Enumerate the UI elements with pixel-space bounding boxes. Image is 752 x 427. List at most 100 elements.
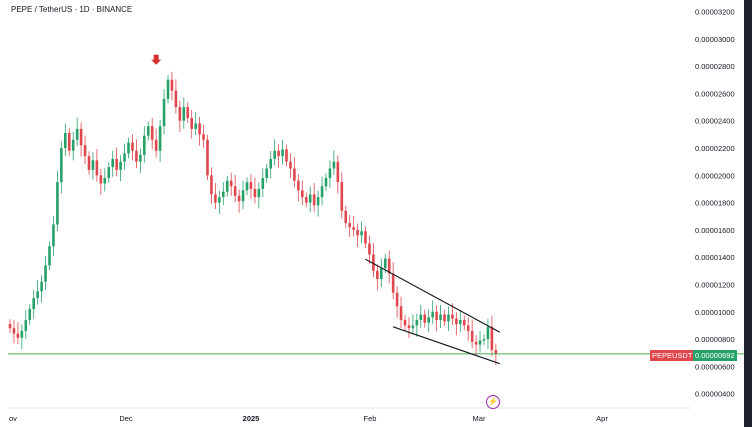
candle-body xyxy=(95,160,99,176)
candle-body xyxy=(261,178,265,189)
wedge-upper-line xyxy=(365,258,501,333)
candle-body xyxy=(403,319,407,326)
x-tick-label: Apr xyxy=(596,414,608,423)
candle-body xyxy=(174,90,178,108)
candle-body xyxy=(269,158,272,169)
candle-body xyxy=(466,325,470,331)
candle-body xyxy=(16,333,20,338)
candle-body xyxy=(273,150,276,159)
candle-body xyxy=(28,309,32,320)
chart-title: PEPE / TetherUS · 1D · BINANCE xyxy=(11,5,133,14)
candle-body xyxy=(380,268,383,280)
lightning-icon[interactable]: ⚡ xyxy=(486,395,500,409)
candle-body xyxy=(91,160,95,170)
candle-body xyxy=(249,182,253,189)
candle-body xyxy=(332,161,336,169)
candle-body xyxy=(316,197,320,206)
candle-body xyxy=(131,142,134,151)
candle-body xyxy=(36,291,39,299)
candle-body xyxy=(336,161,340,183)
x-tick-label: ov xyxy=(9,414,17,423)
candle-body xyxy=(352,227,355,230)
candle-body xyxy=(344,210,348,224)
symbol-badge: PEPEUSDT xyxy=(650,350,695,361)
candle-body xyxy=(83,145,87,157)
candle-body xyxy=(265,168,269,179)
candle-body xyxy=(415,319,419,326)
x-axis: ov Dec 2025 Feb Mar Apr xyxy=(8,407,690,423)
candle-body xyxy=(123,153,126,162)
candle-body xyxy=(202,134,205,140)
candle-body xyxy=(304,197,308,203)
candle-body xyxy=(462,319,466,326)
down-arrow-marker xyxy=(151,54,162,65)
candle-body xyxy=(99,175,103,184)
candle-body xyxy=(135,150,138,162)
candles-layer xyxy=(8,71,498,366)
candle-body xyxy=(237,195,241,202)
candle-body xyxy=(391,273,395,293)
candle-body xyxy=(308,194,312,203)
candle-body xyxy=(119,161,122,170)
candle-body xyxy=(64,132,67,148)
candle-body xyxy=(107,167,111,179)
y-tick-label: 0.00000600 xyxy=(695,362,735,371)
candle-body xyxy=(443,314,446,322)
candle-body xyxy=(214,194,217,203)
candle-body xyxy=(364,231,367,244)
candle-body xyxy=(190,117,193,129)
candle-body xyxy=(198,123,201,135)
y-tick-label: 0.00002800 xyxy=(695,62,735,71)
candle-body xyxy=(182,107,186,121)
candle-body xyxy=(486,326,490,340)
candle-body xyxy=(103,178,107,184)
window-edge xyxy=(744,0,752,427)
y-tick-label: 0.00001200 xyxy=(695,281,735,290)
candle-body xyxy=(194,123,197,129)
candle-body xyxy=(423,314,427,323)
x-tick-label: Feb xyxy=(364,414,377,423)
candle-body xyxy=(222,191,225,198)
candle-body xyxy=(79,128,83,146)
candle-body xyxy=(178,107,182,121)
overlays-layer xyxy=(8,54,744,365)
y-tick-label: 0.00003200 xyxy=(695,8,735,17)
candle-body xyxy=(293,168,296,181)
candle-body xyxy=(143,135,146,155)
candle-body xyxy=(435,311,438,320)
candle-body xyxy=(439,314,442,320)
candle-body xyxy=(482,339,486,341)
candle-body xyxy=(312,194,316,206)
y-tick-label: 0.00001000 xyxy=(695,308,735,317)
y-tick-label: 0.00002200 xyxy=(695,144,735,153)
candle-body xyxy=(427,317,430,323)
candle-body xyxy=(111,158,114,168)
candle-body xyxy=(233,186,237,196)
candle-body xyxy=(419,314,423,320)
candle-body xyxy=(328,168,332,179)
candle-body xyxy=(186,107,190,118)
candle-body xyxy=(20,330,24,338)
y-tick-label: 0.00002400 xyxy=(695,117,735,126)
y-tick-label: 0.00002600 xyxy=(695,89,735,98)
candle-body xyxy=(356,229,359,236)
candle-body xyxy=(225,180,229,192)
candle-body xyxy=(44,265,47,282)
x-tick-label: Mar xyxy=(473,414,486,423)
candle-body xyxy=(451,314,454,319)
candle-body xyxy=(158,126,162,151)
candle-body xyxy=(301,190,304,198)
candle-body xyxy=(474,341,478,345)
y-tick-label: 0.00002000 xyxy=(695,171,735,180)
candle-body xyxy=(146,126,150,136)
candle-body xyxy=(490,326,494,351)
candle-body xyxy=(210,175,213,195)
y-tick-label: 0.00001400 xyxy=(695,253,735,262)
y-axis: 0.00003200 0.00003000 0.00002800 0.00002600… xyxy=(695,8,735,399)
candle-body xyxy=(170,79,174,91)
candle-body xyxy=(71,139,75,151)
candle-body xyxy=(206,139,209,176)
candle-body xyxy=(87,156,91,170)
